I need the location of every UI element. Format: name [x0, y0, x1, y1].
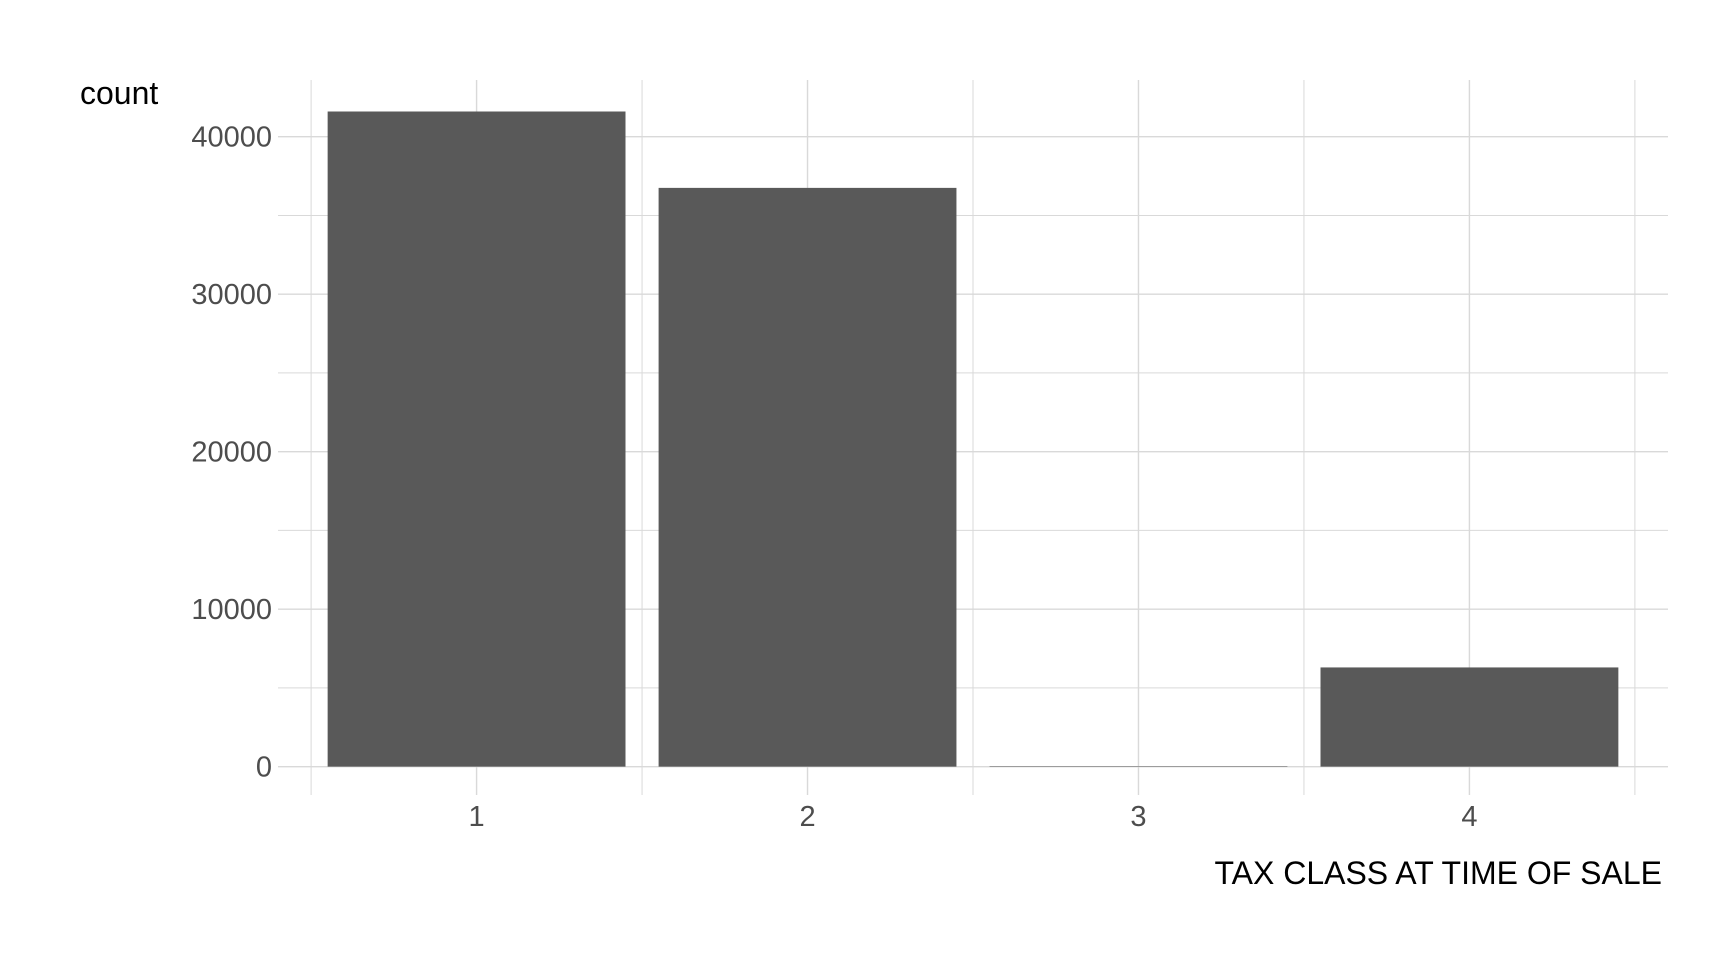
- x-tick-label: 4: [1461, 801, 1477, 833]
- y-axis-title: count: [80, 75, 158, 111]
- y-tick-label: 20000: [191, 437, 272, 469]
- x-tick-label: 2: [799, 801, 815, 833]
- x-axis-title: TAX CLASS AT TIME OF SALE: [1214, 855, 1662, 891]
- y-tick-label: 0: [256, 752, 272, 784]
- x-tick-label: 3: [1130, 801, 1146, 833]
- y-tick-label: 40000: [191, 122, 272, 154]
- bar-1: [328, 111, 626, 766]
- y-tick-label: 10000: [191, 594, 272, 626]
- bar-2: [659, 188, 957, 767]
- bar-4: [1321, 667, 1619, 766]
- y-tick-label: 30000: [191, 279, 272, 311]
- x-tick-label: 1: [469, 801, 485, 833]
